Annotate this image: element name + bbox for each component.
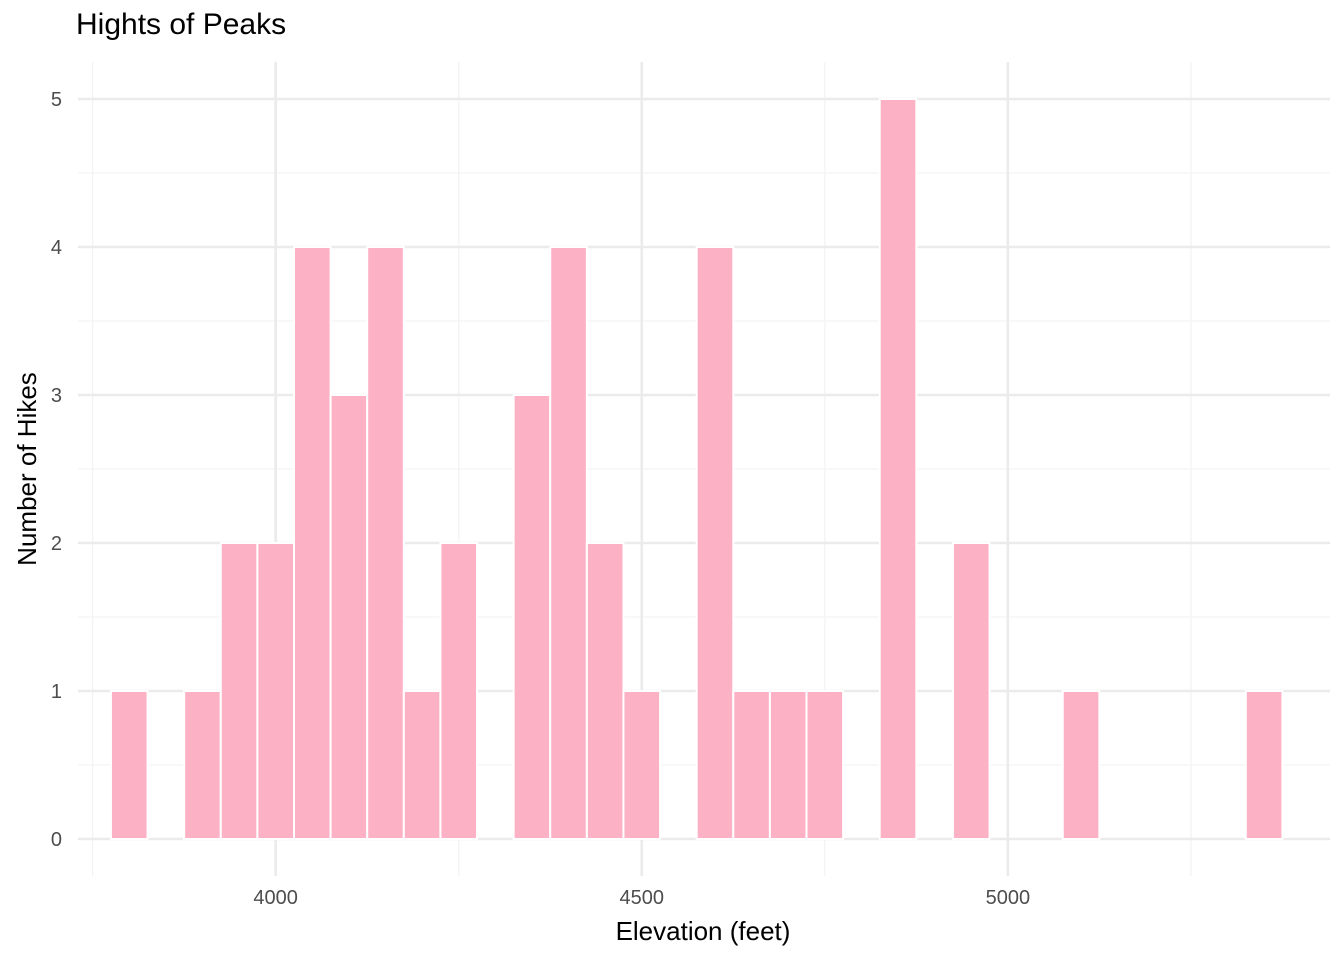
y-tick-label: 5 (51, 89, 62, 111)
histogram-bar (878, 98, 918, 840)
histogram-bar (329, 394, 369, 840)
histogram-bar (366, 246, 405, 840)
x-axis-label: Elevation (feet) (616, 916, 791, 946)
histogram-bar (109, 690, 149, 840)
x-axis-ticks: 4000 4500 5000 (253, 887, 1030, 909)
histogram-bar (256, 542, 295, 840)
histogram-bar (183, 690, 222, 840)
histogram-bar (402, 690, 442, 840)
chart-title: Hights of Peaks (76, 8, 287, 41)
histogram-bars (109, 98, 1284, 840)
histogram-bar (1244, 690, 1284, 840)
histogram-bar (549, 246, 588, 840)
y-tick-label: 4 (51, 237, 62, 259)
y-tick-label: 1 (51, 681, 62, 703)
histogram-bar (622, 690, 662, 840)
histogram-bar (951, 542, 991, 840)
histogram-bar (439, 542, 479, 840)
y-axis-label: Number of Hikes (12, 372, 42, 566)
y-axis-ticks: 0 1 2 3 4 5 (51, 89, 62, 851)
x-tick-label: 4000 (253, 887, 298, 909)
histogram-bar (585, 542, 625, 840)
histogram-bar (732, 690, 771, 840)
histogram-bar (695, 246, 735, 840)
y-tick-label: 2 (51, 533, 62, 555)
x-tick-label: 4500 (620, 887, 665, 909)
histogram-bar (805, 690, 845, 840)
histogram-bar (1061, 690, 1101, 840)
x-tick-label: 5000 (986, 887, 1031, 909)
histogram-bar (219, 542, 259, 840)
y-tick-label: 3 (51, 385, 62, 407)
histogram-bar (512, 394, 552, 840)
histogram-bar (768, 690, 808, 840)
y-tick-label: 0 (51, 829, 62, 851)
histogram-bar (292, 246, 332, 840)
